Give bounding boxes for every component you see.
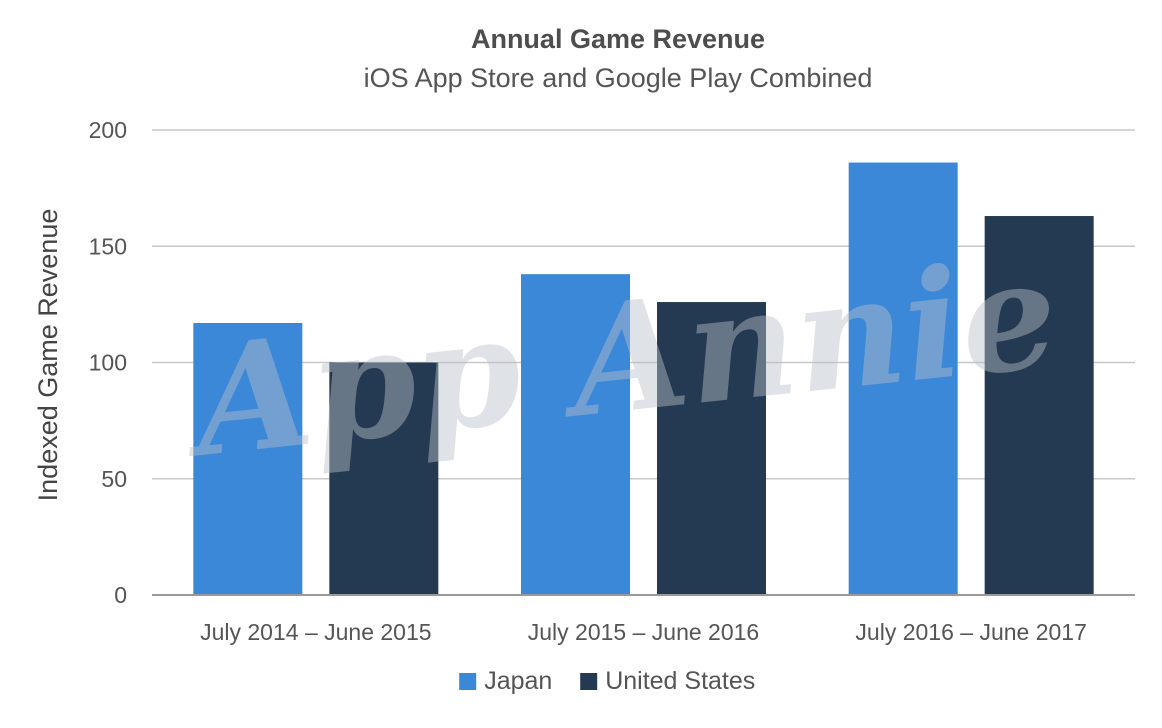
x-tick-label: July 2015 – June 2016 xyxy=(528,619,759,645)
bar-united-states xyxy=(984,216,1094,595)
y-tick-label: 100 xyxy=(89,350,127,376)
legend-label-united-states: United States xyxy=(605,667,755,695)
y-tick-label: 50 xyxy=(101,466,127,492)
y-axis-ticks: 0 50 100 150 200 xyxy=(89,117,127,608)
bar-japan xyxy=(193,322,303,595)
gridlines xyxy=(152,129,1135,480)
chart-title: Annual Game Revenue xyxy=(471,24,765,54)
x-axis-ticks: July 2014 – June 2015 July 2015 – June 20… xyxy=(200,619,1087,645)
y-tick-label: 150 xyxy=(89,233,127,259)
bar-japan xyxy=(521,274,630,595)
bar-united-states xyxy=(329,362,439,595)
x-tick-label: July 2016 – June 2017 xyxy=(855,619,1086,645)
legend-swatch-japan xyxy=(459,673,477,690)
legend-label-japan: Japan xyxy=(484,667,552,695)
legend-swatch-united-states xyxy=(580,673,598,690)
x-tick-label: July 2014 – June 2015 xyxy=(200,619,431,645)
chart-subtitle: iOS App Store and Google Play Combined xyxy=(364,63,873,93)
y-axis-label: Indexed Game Revenue xyxy=(33,209,63,502)
bars xyxy=(193,162,1094,596)
y-tick-label: 200 xyxy=(89,117,127,143)
y-tick-label: 0 xyxy=(114,582,127,608)
bar-japan xyxy=(848,162,958,596)
bar-united-states xyxy=(657,302,766,595)
legend: Japan United States xyxy=(459,667,755,695)
